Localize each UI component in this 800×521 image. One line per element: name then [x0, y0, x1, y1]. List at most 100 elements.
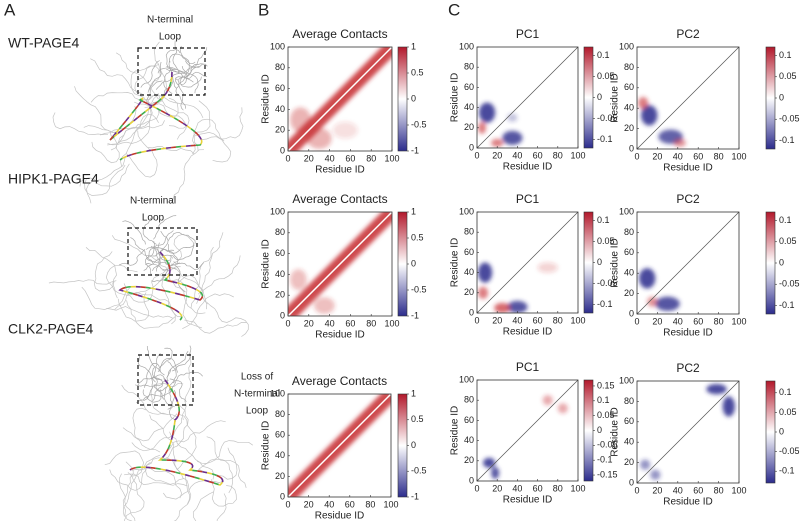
chain	[142, 384, 170, 401]
colorbar-tick-label: -1	[411, 145, 419, 155]
x-tick-label: 20	[652, 316, 662, 326]
backbone	[118, 251, 204, 321]
chain	[150, 377, 164, 401]
y-tick-label: 100	[459, 41, 474, 51]
colorbar-tick-label: 0.5	[411, 414, 424, 424]
x-tick-label: 100	[731, 316, 746, 326]
pattern-blob	[494, 302, 511, 313]
colorbar-tick-label: -0.1	[597, 455, 613, 465]
chain	[122, 220, 146, 245]
pattern-blob	[722, 396, 735, 417]
colorbar-tick-label: -0.5	[411, 466, 427, 476]
chain	[184, 319, 247, 334]
chain	[157, 347, 173, 373]
colorbar-tick-label: 0	[779, 426, 784, 436]
colorbar-tick-label: 0	[597, 425, 602, 435]
chain	[146, 345, 165, 376]
y-axis-label: Residue ID	[261, 74, 272, 123]
chain	[146, 80, 163, 108]
structures: WT-PAGE4 N-terminal Loop HIPK1-PAGE4 N-termi…	[8, 15, 280, 521]
y-tick-label: 60	[624, 247, 634, 257]
y-tick-label: 60	[464, 415, 474, 425]
colorbar-tick-label: -0.1	[779, 466, 795, 476]
x-tick-label: 40	[512, 483, 522, 493]
chain	[168, 232, 196, 244]
y-tick-label: 0	[280, 310, 285, 320]
plot-frame	[287, 46, 393, 152]
chain	[127, 291, 176, 325]
chain	[143, 254, 174, 271]
chain	[175, 78, 187, 109]
colorbar-tick-label: 0.1	[779, 215, 792, 225]
chain	[175, 77, 184, 111]
pattern-blob	[706, 384, 727, 395]
pattern-blob	[479, 102, 496, 123]
chain	[169, 243, 194, 261]
colorbar	[397, 46, 408, 152]
x-tick-label: 100	[731, 485, 746, 495]
colorbar-tick-label: 0.05	[779, 236, 797, 246]
annotation: Loop	[246, 406, 269, 417]
chain	[130, 237, 154, 264]
colorbar-tick-label: -0.05	[597, 278, 618, 288]
chain	[109, 461, 151, 491]
x-tick-label: 0	[285, 153, 290, 163]
colorbar	[765, 380, 776, 484]
plot-frame	[287, 211, 393, 317]
y-tick-label: 100	[619, 375, 634, 385]
colorbar	[583, 379, 594, 482]
chain	[84, 164, 126, 196]
colorbar-tick-label: 0.1	[597, 395, 610, 405]
x-tick-label: 40	[673, 151, 683, 161]
x-tick-label: 60	[693, 151, 703, 161]
colorbar-tick-label: -0.5	[411, 284, 427, 294]
y-tick-label: 80	[275, 409, 285, 419]
x-axis-label: Residue ID	[503, 327, 552, 338]
x-tick-label: 60	[693, 485, 703, 495]
pattern-blob	[290, 269, 307, 290]
backbone	[129, 379, 224, 486]
x-tick-label: 20	[652, 151, 662, 161]
x-tick-label: 20	[304, 318, 314, 328]
chain	[170, 149, 205, 205]
x-axis-label: Residue ID	[663, 163, 712, 174]
backbone	[109, 71, 203, 161]
y-tick-label: 40	[624, 103, 634, 113]
pattern-blob	[537, 262, 558, 273]
colorbar-tick-label: -0.1	[597, 134, 613, 144]
chain	[216, 493, 227, 521]
chain	[181, 353, 192, 420]
x-tick-label: 60	[533, 483, 543, 493]
colorbar	[765, 211, 776, 315]
x-tick-label: 40	[325, 318, 335, 328]
chain	[132, 407, 161, 453]
y-tick-label: 80	[464, 395, 474, 405]
chain	[124, 473, 188, 487]
chain	[85, 247, 118, 299]
x-tick-label: 60	[693, 316, 703, 326]
y-tick-label: 60	[275, 248, 285, 258]
y-axis-label: Residue ID	[610, 407, 621, 456]
chain	[206, 436, 233, 494]
pattern-blob	[647, 296, 658, 307]
x-tick-label: 100	[570, 150, 585, 160]
structure-name: HIPK1-PAGE4	[8, 171, 99, 187]
y-tick-label: 60	[275, 430, 285, 440]
chain	[140, 60, 160, 88]
y-tick-label: 40	[464, 435, 474, 445]
chain	[149, 414, 181, 473]
annotation: N-terminal	[147, 15, 193, 26]
x-tick-label: 80	[366, 318, 376, 328]
y-tick-label: 80	[464, 62, 474, 72]
chain	[173, 475, 191, 521]
blobs	[639, 268, 680, 311]
colorbar-tick-label: -0.05	[779, 114, 800, 124]
chain	[145, 230, 174, 250]
x-tick-label: 0	[474, 483, 479, 493]
colorbar-tick-label: -0.05	[597, 113, 618, 123]
colorbar-tick-label: -0.15	[597, 469, 618, 479]
chain	[173, 261, 204, 270]
pattern-blob	[542, 395, 553, 406]
x-tick-label: 20	[492, 150, 502, 160]
